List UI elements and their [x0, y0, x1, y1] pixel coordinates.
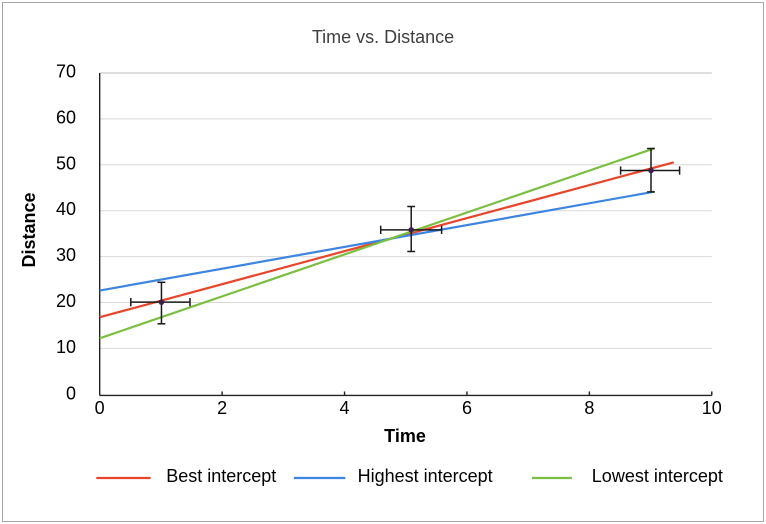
svg-text:Highest intercept: Highest intercept: [358, 466, 493, 486]
svg-text:2: 2: [217, 398, 227, 418]
svg-text:4: 4: [340, 398, 350, 418]
svg-text:Lowest intercept: Lowest intercept: [592, 466, 723, 486]
svg-text:40: 40: [56, 199, 76, 219]
svg-text:10: 10: [702, 398, 722, 418]
svg-text:30: 30: [56, 245, 76, 265]
svg-text:Time: Time: [384, 426, 426, 446]
svg-text:20: 20: [56, 291, 76, 311]
svg-text:6: 6: [462, 398, 472, 418]
svg-text:60: 60: [56, 107, 76, 127]
svg-text:Distance: Distance: [19, 192, 39, 267]
svg-text:50: 50: [56, 153, 76, 173]
svg-text:Best intercept: Best intercept: [166, 466, 276, 486]
svg-text:10: 10: [56, 337, 76, 357]
svg-text:0: 0: [66, 383, 76, 403]
svg-text:0: 0: [95, 398, 105, 418]
svg-text:70: 70: [56, 62, 76, 82]
svg-text:8: 8: [584, 398, 594, 418]
